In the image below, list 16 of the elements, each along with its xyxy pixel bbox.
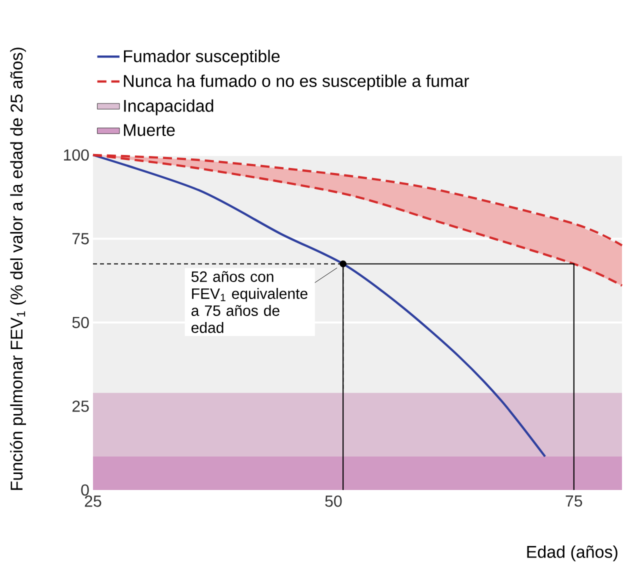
y-tick-label: 25 (72, 400, 89, 412)
y-axis-title: Función pulmonar FEV$_{1}$ (% del valor a la edad de 25 años) (10, 48, 26, 490)
legend-label: Incapacidad (124, 99, 214, 116)
x-tick-label: 50 (325, 496, 342, 507)
x-axis-title: Edad (años) (527, 545, 618, 562)
y-tick-label: 50 (72, 316, 89, 328)
x-tick-label: 75 (566, 496, 582, 507)
line-series (92, 154, 546, 458)
legend-label: Nunca ha fumado o no es susceptible a fumar (124, 74, 470, 90)
x-tick-label: 25 (84, 496, 102, 507)
y-tick-label: 0 (81, 484, 89, 496)
legend-label: Fumador susceptible (124, 50, 280, 66)
annotation: 52 años con FEV$_{1}$ equivalente a 75 años de edad (191, 271, 308, 333)
legend-label: Muerte (124, 124, 175, 136)
y-tick-label: 75 (72, 233, 89, 244)
y-tick-label: 100 (64, 149, 89, 161)
